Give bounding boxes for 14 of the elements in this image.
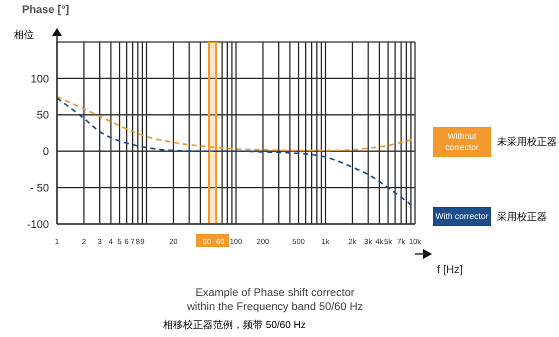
text: 未采用校正器 bbox=[497, 136, 557, 149]
y-tick-label: 100 bbox=[30, 73, 49, 86]
text: 相移校正器范例，频带 50/60 Hz bbox=[163, 318, 306, 332]
text: Without corrector bbox=[433, 126, 491, 157]
x-axis-title: f [Hz] bbox=[437, 264, 463, 276]
text: Example of Phase shift corrector within the Frequency band 50/60 Hz bbox=[186, 286, 364, 314]
y-tick-label: - 50 bbox=[30, 182, 49, 195]
y-tick-label: 0 bbox=[42, 146, 49, 158]
text: 相位 bbox=[14, 28, 34, 42]
y-tick-label: 50 bbox=[36, 110, 49, 122]
y-tick-label: -100 bbox=[26, 218, 49, 231]
text: 采用校正器 bbox=[497, 210, 547, 224]
y-axis-title: Phase [°] bbox=[22, 4, 70, 16]
text: With corrector bbox=[433, 207, 491, 226]
